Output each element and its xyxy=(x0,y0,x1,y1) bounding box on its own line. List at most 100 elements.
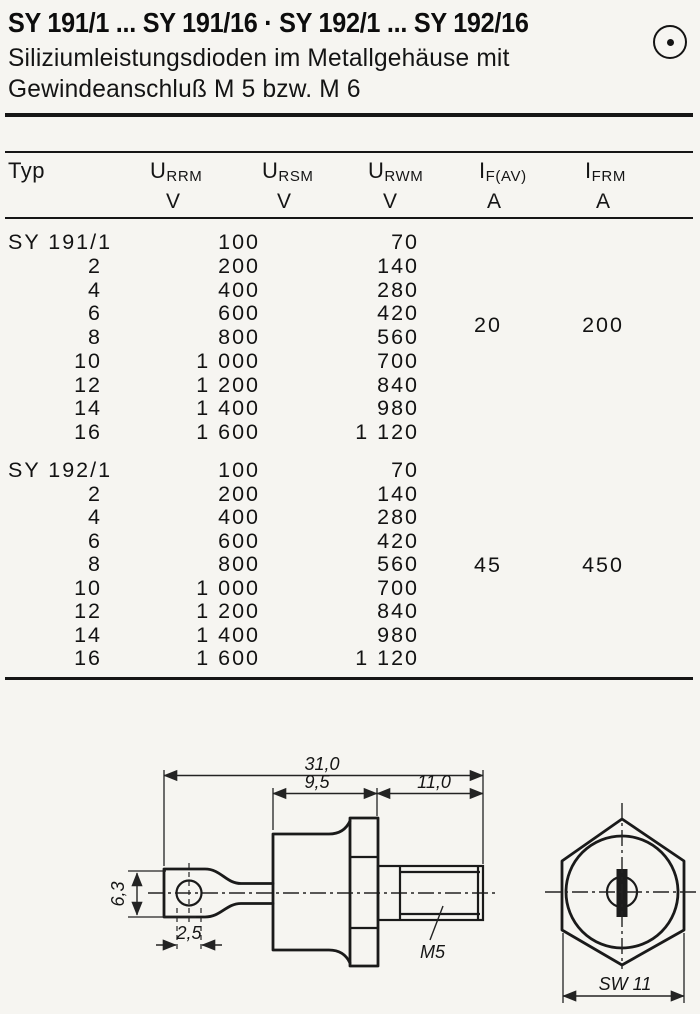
cell-urrm: 1 400 xyxy=(196,622,260,647)
cell-urwm: 560 xyxy=(377,325,419,349)
cell-typ: 2 xyxy=(88,253,102,278)
cell-urwm: 1 120 xyxy=(355,420,419,444)
cell-typ: 6 xyxy=(88,301,102,326)
column-symbol: Typ xyxy=(8,158,45,183)
cell-urrm: 400 xyxy=(218,277,260,302)
column-header-typ: Typ xyxy=(8,158,45,184)
cell-typ: 12 xyxy=(74,372,102,397)
cell-urrm: 200 xyxy=(218,253,260,278)
lug-outline xyxy=(162,867,275,919)
cell-urwm: 420 xyxy=(377,301,419,326)
cell-typ: 4 xyxy=(88,277,102,302)
subtitle-line-1: Siliziumleistungsdioden im Metallgehäuse… xyxy=(8,44,510,72)
divider-table-top xyxy=(5,151,693,153)
stud-outline xyxy=(376,864,485,922)
cell-urwm: 140 xyxy=(377,253,419,278)
cell-urrm: 1 600 xyxy=(196,420,260,444)
column-header-ifrm: IFRM A xyxy=(585,158,626,213)
page-title: SY 191/1 ... SY 191/16 · SY 192/1 ... SY… xyxy=(8,7,529,38)
cell-urrm: 1 000 xyxy=(196,575,260,600)
cell-typ: 12 xyxy=(74,599,102,623)
cell-typ: 4 xyxy=(88,505,102,529)
divider-table-bottom xyxy=(5,677,693,680)
column-unit: A xyxy=(487,190,502,213)
lug-hole xyxy=(175,879,203,907)
cell-urrm: 600 xyxy=(218,528,260,553)
cell-typ: 6 xyxy=(88,528,102,553)
column-symbol: IFRM xyxy=(585,158,626,185)
cell-urrm: 400 xyxy=(218,505,260,529)
column-header-urrm: URRM V xyxy=(150,158,202,213)
cell-typ: 16 xyxy=(74,646,102,670)
cell-typ: 16 xyxy=(74,420,102,444)
dim-label-stud: 11,0 xyxy=(417,772,451,792)
cell-urrm: 1 600 xyxy=(196,646,260,670)
hex-flange xyxy=(348,816,380,968)
column-header-ifav: IF(AV) A xyxy=(479,158,527,213)
subtitle-line-2: Gewindeanschluß M 5 bzw. M 6 xyxy=(8,75,361,103)
diode-side-view: 31,0 9,5 11,0 6,3 2,5 M5 xyxy=(108,754,497,968)
column-unit: V xyxy=(383,190,398,213)
cell-urwm: 280 xyxy=(377,277,419,302)
cell-urrm: 200 xyxy=(218,481,260,506)
cell-if-av: 45 xyxy=(474,553,502,577)
cell-urwm: 280 xyxy=(377,505,419,529)
cell-ifrm: 450 xyxy=(582,553,624,577)
cell-typ: 8 xyxy=(88,552,102,576)
cell-urrm: 100 xyxy=(218,230,260,254)
cell-typ: SY 192/1 xyxy=(8,458,113,482)
column-symbol: URWM xyxy=(368,158,424,185)
circled-dot-logo-icon xyxy=(653,25,687,59)
cell-typ: 10 xyxy=(74,575,102,600)
thread-leader-line xyxy=(429,905,444,941)
dim-label-case: 9,5 xyxy=(304,772,330,792)
cell-urrm: 800 xyxy=(218,325,260,349)
cell-ifrm: 200 xyxy=(582,313,624,337)
dim-label-overall: 31,0 xyxy=(304,754,339,774)
cell-urrm: 1 200 xyxy=(196,599,260,623)
cell-urwm: 70 xyxy=(391,458,419,482)
logo-dot xyxy=(666,38,674,46)
dim-label-sw: SW 11 xyxy=(599,974,652,994)
case-body-outline xyxy=(271,819,352,965)
column-unit: V xyxy=(166,190,181,213)
cell-urrm: 1 400 xyxy=(196,396,260,421)
cell-typ: SY 191/1 xyxy=(8,230,113,254)
column-header-ursm: URSM V xyxy=(262,158,314,213)
cell-typ: 8 xyxy=(88,325,102,349)
column-unit: A xyxy=(596,190,611,213)
cell-urrm: 1 200 xyxy=(196,372,260,397)
column-unit: V xyxy=(277,190,292,213)
column-symbol: URSM xyxy=(262,158,314,185)
cell-typ: 14 xyxy=(74,622,102,647)
cell-urwm: 700 xyxy=(377,348,419,373)
cell-urwm: 700 xyxy=(377,575,419,600)
flange-circle xyxy=(564,834,680,950)
cell-urwm: 980 xyxy=(377,622,419,647)
cell-urrm: 1 000 xyxy=(196,348,260,373)
cell-typ: 10 xyxy=(74,348,102,373)
cell-urrm: 800 xyxy=(218,552,260,576)
cell-if-av: 20 xyxy=(474,313,502,337)
cell-urrm: 600 xyxy=(218,301,260,326)
cell-urwm: 140 xyxy=(377,481,419,506)
hex-outline xyxy=(560,817,686,967)
column-symbol: IF(AV) xyxy=(479,158,527,185)
screwdriver-slot xyxy=(616,869,628,917)
cell-urwm: 1 120 xyxy=(355,646,419,670)
divider-thick xyxy=(5,113,693,117)
column-header-urwm: URWM V xyxy=(368,158,423,213)
thread-label: M5 xyxy=(420,942,446,962)
dim-label-lug: 6,3 xyxy=(108,881,128,906)
cell-urwm: 420 xyxy=(377,528,419,553)
dim-label-hole: 2,5 xyxy=(175,923,202,943)
cell-urwm: 840 xyxy=(377,372,419,397)
cell-urwm: 840 xyxy=(377,599,419,623)
cell-urwm: 980 xyxy=(377,396,419,421)
cell-urwm: 70 xyxy=(391,230,419,254)
diode-end-view: SW 11 xyxy=(545,803,699,1003)
stud-end-circle xyxy=(605,875,639,909)
page-subtitle: Siliziumleistungsdioden im Metallgehäuse… xyxy=(8,43,510,105)
cell-urrm: 100 xyxy=(218,458,260,482)
